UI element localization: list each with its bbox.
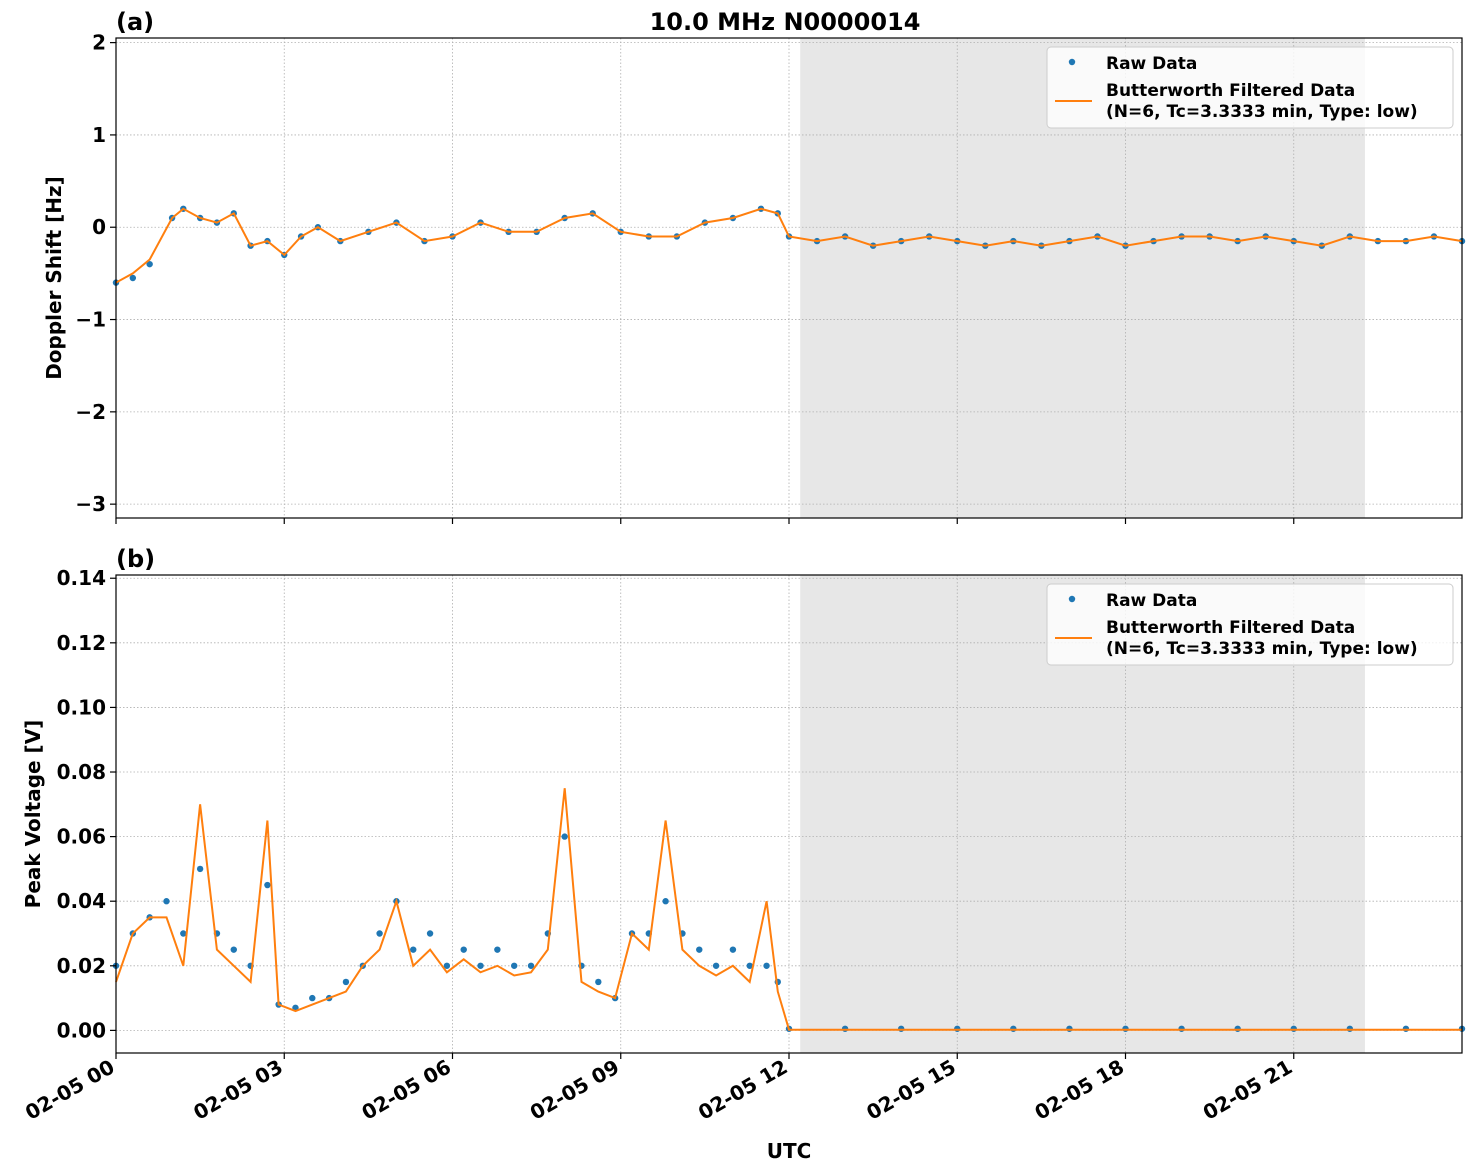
- legend-raw-marker: [1068, 58, 1076, 66]
- raw-data-point: [180, 930, 187, 937]
- y-tick-label: 0.06: [57, 825, 106, 849]
- legend-raw-label: Raw Data: [1106, 591, 1197, 611]
- raw-data-point: [129, 274, 137, 282]
- raw-data-point: [230, 946, 237, 953]
- panel-a: 2 1 0 −1 −2 −3 (a) 10.0 MHz N0000014 Doppler …: [42, 8, 1466, 524]
- legend-filtered-params: (N=6, Tc=3.3333 min, Type: low): [1106, 639, 1418, 659]
- raw-data-point: [527, 962, 535, 969]
- y-tick-label: 0: [92, 215, 106, 239]
- x-axis-ticks: [115, 518, 1295, 524]
- x-axis-label: UTC: [767, 1139, 812, 1163]
- y-tick-label: 0.10: [57, 695, 106, 719]
- legend-filtered-label: Butterworth Filtered Data: [1106, 618, 1355, 638]
- legend-filtered-params: (N=6, Tc=3.3333 min, Type: low): [1106, 102, 1418, 122]
- x-tick-label: 02-05 21: [1199, 1055, 1297, 1125]
- y-tick-label: 0.08: [57, 760, 106, 784]
- y-tick-label: 2: [92, 31, 106, 55]
- raw-data-point: [376, 930, 383, 937]
- raw-data-point: [146, 260, 153, 268]
- raw-data-point: [763, 962, 770, 969]
- raw-data-point: [477, 962, 484, 969]
- panel-b: 0.14 0.12 0.10 0.08 0.06 0.04 0.02 0.00 02-05 0…: [21, 545, 1466, 1163]
- raw-data-point: [510, 962, 518, 969]
- legend-box: [1046, 583, 1454, 666]
- y-tick-label: 0.02: [57, 954, 106, 978]
- y-axis-label: Peak Voltage [V]: [21, 720, 45, 909]
- raw-data-point: [595, 978, 602, 986]
- raw-data-point: [410, 946, 417, 953]
- y-axis-ticks: 0.14 0.12 0.10 0.08 0.06 0.04 0.02 0.00: [57, 566, 116, 1042]
- raw-data-point: [426, 930, 434, 937]
- legend-raw-marker: [1068, 595, 1076, 603]
- legend: Raw Data Butterworth Filtered Data (N=6,…: [1046, 46, 1454, 129]
- filtered-data-line: [115, 207, 1463, 284]
- y-axis-label: Doppler Shift [Hz]: [42, 176, 66, 380]
- panel-label: (b): [116, 545, 155, 573]
- x-axis-ticks: 02-05 00 02-05 03 02-05 06 02-05 09 02-05 12…: [21, 1053, 1296, 1125]
- y-tick-label: 1: [92, 123, 106, 147]
- x-tick-label: 02-05 00: [21, 1055, 119, 1125]
- raw-data-point: [746, 962, 753, 969]
- legend-raw-label: Raw Data: [1106, 54, 1197, 74]
- y-tick-label: 0.12: [57, 631, 106, 655]
- y-tick-label: 0.04: [57, 889, 106, 913]
- x-tick-label: 02-05 15: [862, 1055, 960, 1125]
- raw-data-point: [196, 865, 204, 873]
- raw-data-point: [696, 946, 703, 953]
- raw-data-point: [163, 898, 170, 905]
- panel-label: (a): [116, 8, 154, 36]
- y-axis-ticks: 2 1 0 −1 −2 −3: [75, 31, 116, 516]
- legend-filtered-label: Butterworth Filtered Data: [1106, 81, 1355, 101]
- grid: [115, 38, 1462, 518]
- raw-data-point: [460, 946, 467, 953]
- raw-data-point: [264, 881, 271, 889]
- x-tick-label: 02-05 03: [189, 1055, 287, 1125]
- raw-data-point: [309, 994, 316, 1002]
- x-tick-label: 02-05 09: [526, 1055, 624, 1125]
- x-tick-label: 02-05 12: [694, 1055, 792, 1125]
- filtered-data-line: [115, 788, 1462, 1031]
- raw-data-point: [494, 946, 501, 953]
- x-tick-label: 02-05 06: [357, 1055, 455, 1125]
- y-tick-label: −3: [75, 492, 106, 516]
- y-tick-label: −2: [75, 400, 106, 424]
- x-tick-label: 02-05 18: [1030, 1055, 1128, 1125]
- raw-data-point: [662, 898, 669, 905]
- figure-title: 10.0 MHz N0000014: [650, 8, 921, 36]
- legend: Raw Data Butterworth Filtered Data (N=6,…: [1046, 583, 1454, 666]
- y-tick-label: 0.00: [57, 1018, 106, 1042]
- y-tick-label: −1: [75, 308, 106, 332]
- raw-data-point: [342, 978, 350, 986]
- raw-data-point: [561, 833, 568, 840]
- legend-box: [1046, 46, 1454, 129]
- y-tick-label: 0.14: [57, 566, 106, 590]
- raw-data-point: [712, 962, 720, 969]
- raw-data-point: [729, 946, 737, 953]
- raw-data-point: [443, 962, 451, 969]
